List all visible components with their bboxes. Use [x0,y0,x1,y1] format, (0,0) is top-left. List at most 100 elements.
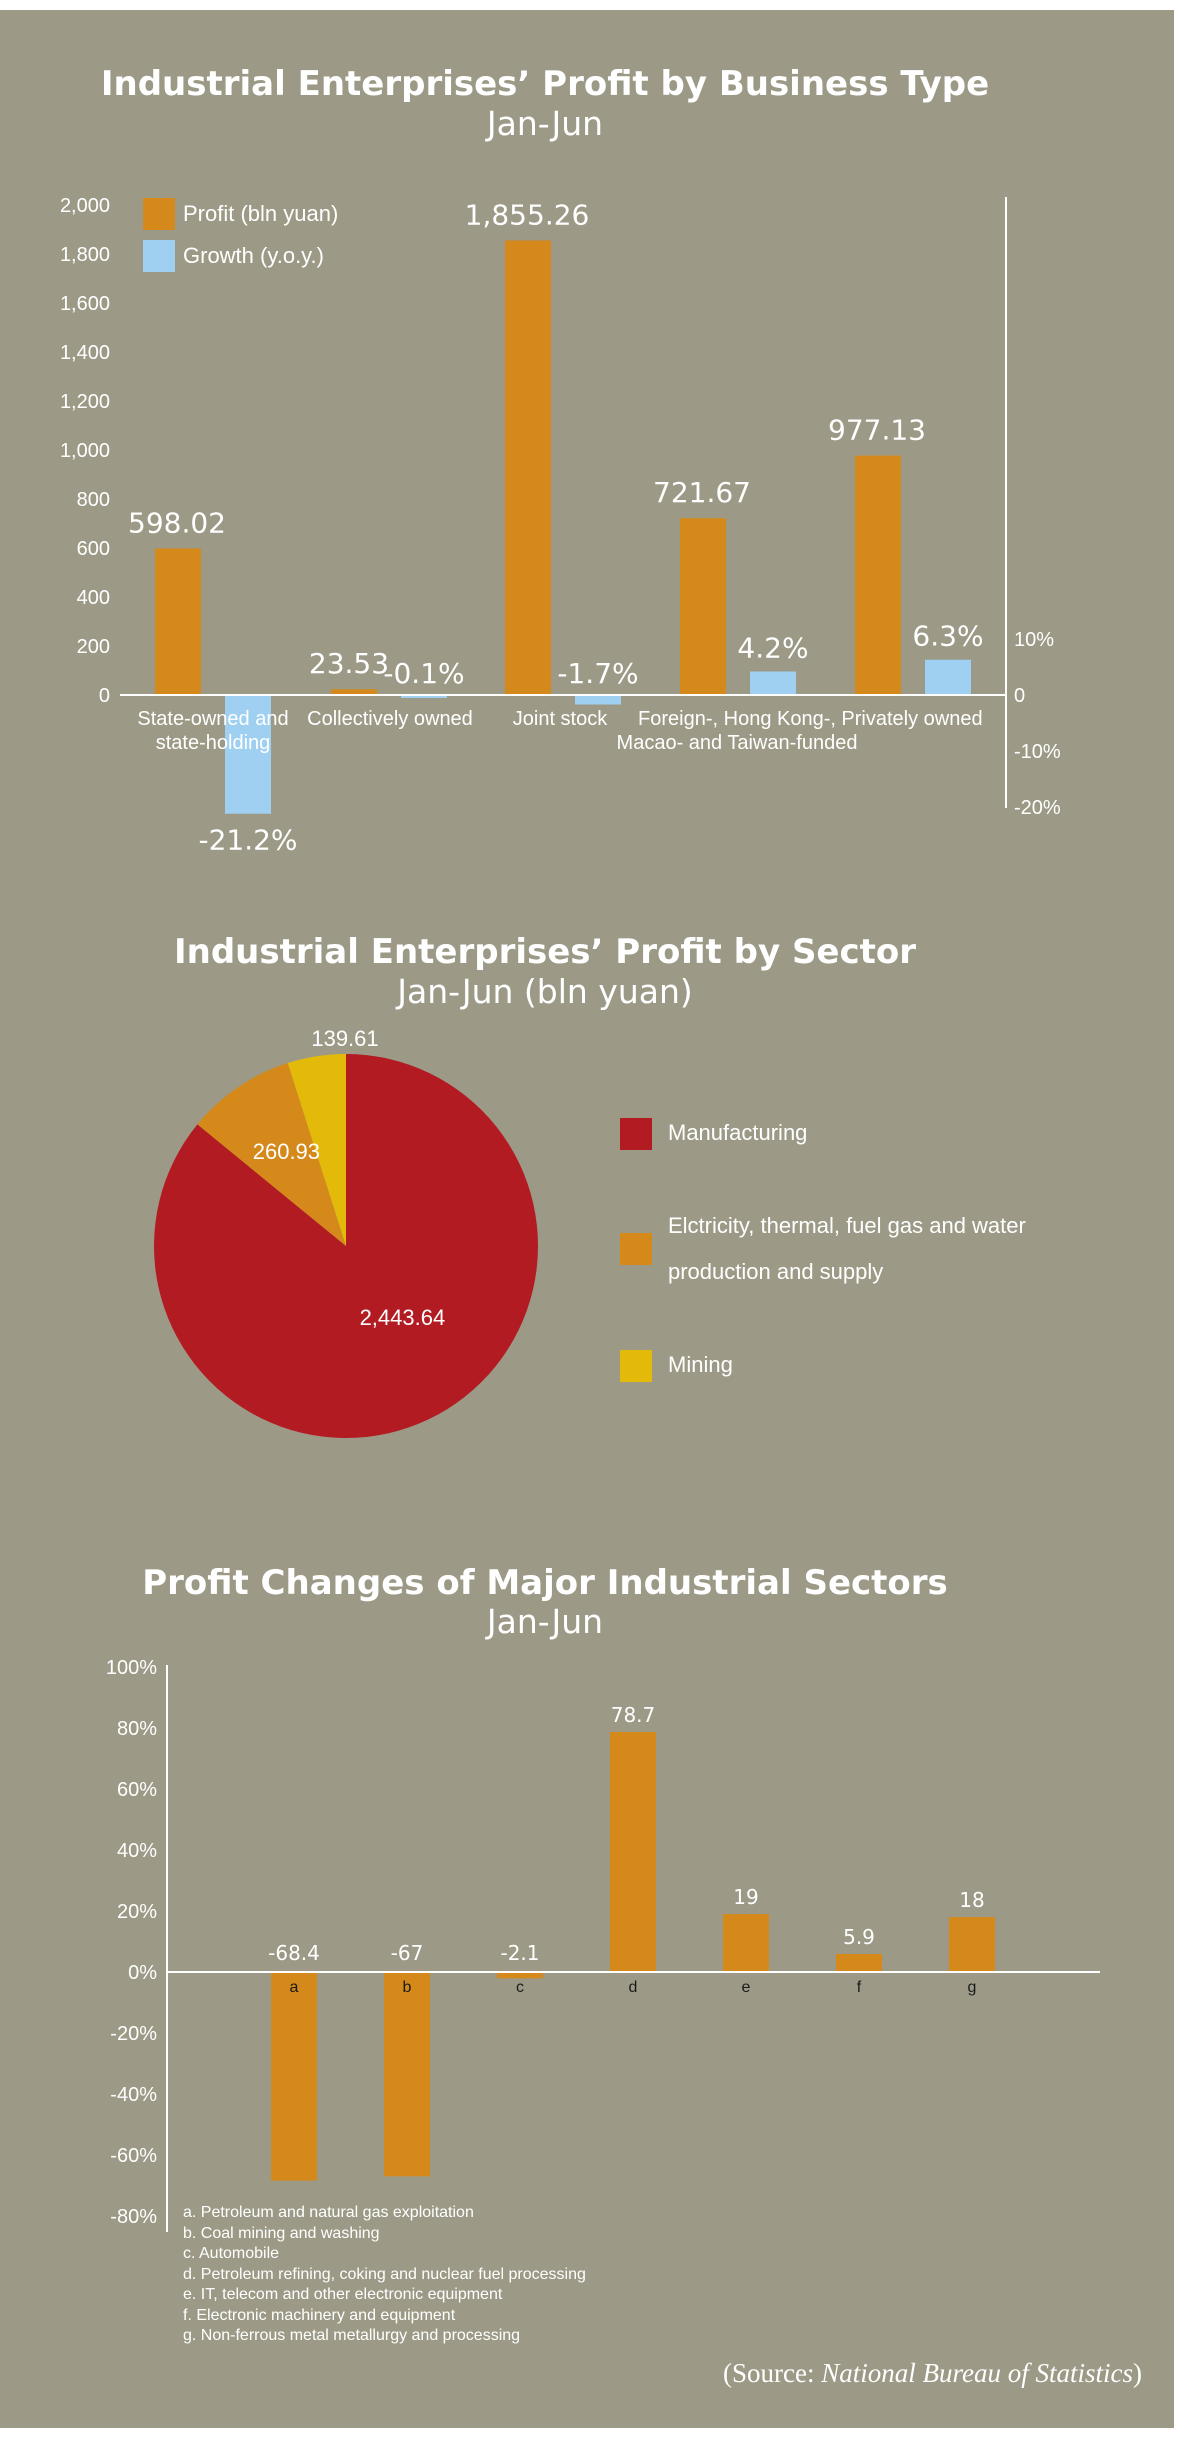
chart3-sector-changes: 100% 80% 60% 40% 20% 0% -20% -40% -60% -80% -68.4 a… [106,1657,1100,2232]
left-tick-label: 1,400 [60,342,110,364]
legend-mining-label: Mining [668,1352,733,1377]
sector-value-label: -67 [391,1941,424,1965]
note-g: g. Non-ferrous metal metallurgy and proc… [183,2327,521,2344]
growth-value-label: -1.7% [557,657,638,690]
legend-profit-label: Profit (bln yuan) [183,201,339,226]
sector-bar [271,1972,317,2181]
sector-value-label: 78.7 [611,1703,656,1727]
y-tick-label: 60% [117,1779,157,1801]
growth-bar [575,695,621,705]
growth-value-label: 6.3% [912,620,983,653]
legend-manufacturing-label: Manufacturing [668,1120,808,1145]
sector-notes: a. Petroleum and natural gas exploitatio… [183,2203,586,2347]
right-tick-label: 10% [1014,629,1054,651]
y-tick-label: -60% [110,2145,157,2167]
right-tick-label: -20% [1014,797,1061,819]
left-tick-label: 600 [77,538,110,560]
sector-category-label: e [742,1979,751,1996]
category-label: state-holding [156,732,271,754]
sector-bar [949,1917,995,1972]
note-f: f. Electronic machinery and equipment [183,2306,456,2324]
note-e: e. IT, telecom and other electronic equi… [183,2286,503,2303]
source-credit: (Source: National Bureau of Statistics) [723,2358,1142,2389]
sector-value-label: -68.4 [268,1941,320,1965]
left-tick-label: 1,800 [60,244,110,266]
category-label: Collectively owned [307,708,473,730]
category-label: Macao- and Taiwan-funded [617,732,858,754]
legend-growth-swatch [143,240,175,272]
legend-electricity-swatch [620,1233,652,1265]
pie-label: 2,443.64 [360,1305,446,1330]
chart1-subtitle: Jan-Jun [486,104,604,143]
right-tick-label: -10% [1014,741,1061,763]
source-suffix: ) [1133,2358,1142,2388]
sector-category-label: g [968,1979,977,1996]
left-tick-label: 2,000 [60,195,110,217]
sector-value-label: 18 [959,1888,984,1912]
profit-value-label: 598.02 [128,506,226,539]
category-label: Privately owned [841,708,982,730]
chart2-subtitle: Jan-Jun (bln yuan) [397,972,693,1011]
sector-bar [384,1972,430,2177]
chart3-title: Profit Changes of Major Industrial Secto… [142,1563,948,1603]
legend-mining-swatch [620,1350,652,1382]
y-tick-label: 20% [117,1901,157,1923]
sector-category-label: f [857,1979,862,1996]
chart1-title: Industrial Enterprises’ Profit by Busine… [100,64,990,104]
left-tick-label: 0 [99,685,110,707]
note-b: b. Coal mining and washing [183,2224,380,2242]
sector-category-label: b [403,1979,412,1996]
sector-bar [836,1954,882,1972]
sector-category-label: c [516,1979,524,1996]
legend-profit-swatch [143,198,175,230]
note-d: d. Petroleum refining, coking and nuclea… [183,2265,586,2283]
source-name: National Bureau of Statistics [821,2358,1133,2388]
y-tick-label: 80% [117,1718,157,1740]
growth-bar [925,659,971,695]
chart1-business-type: 2,000 1,800 1,600 1,400 1,200 1,000 800 600 400 2… [60,195,1061,857]
y-tick-label: 100% [106,1657,157,1679]
left-tick-label: 200 [77,636,110,658]
profit-bar [155,548,201,695]
sector-value-label: -2.1 [500,1941,539,1965]
note-a: a. Petroleum and natural gas exploitatio… [183,2204,474,2221]
left-tick-label: 1,200 [60,391,110,413]
sector-category-label: d [629,1979,638,1996]
category-label: Joint stock [513,708,608,730]
profit-value-label: 23.53 [309,647,389,680]
pie-slice [287,1054,346,1246]
growth-bar [401,695,447,698]
left-tick-label: 400 [77,587,110,609]
pie-label: 139.61 [311,1026,378,1051]
legend-growth-label: Growth (y.o.y.) [183,243,324,268]
chart2-sector-pie: 2,443.64 260.93 139.61 [153,1026,538,1438]
profit-value-label: 721.67 [653,476,751,509]
chart3-subtitle: Jan-Jun [486,1602,604,1641]
profit-value-label: 1,855.26 [465,198,590,231]
y-tick-label: -80% [110,2206,157,2228]
sector-value-label: 19 [733,1885,758,1909]
profit-value-label: 977.13 [828,414,926,447]
left-tick-label: 800 [77,489,110,511]
sector-bar [723,1914,769,1972]
legend-electricity-label: Elctricity, thermal, fuel gas and water … [668,1213,1026,1284]
growth-bar [225,695,271,814]
y-tick-label: 0% [128,1962,157,1984]
note-c: c. Automobile [183,2245,280,2262]
chart2-title: Industrial Enterprises’ Profit by Sector [173,932,917,972]
sector-value-label: 5.9 [843,1925,875,1949]
profit-bar [331,689,377,695]
sector-bar [610,1731,656,1972]
right-tick-label: 0 [1014,685,1025,707]
sector-category-label: a [290,1979,299,1996]
pie-slice [197,1063,346,1246]
left-tick-label: 1,600 [60,293,110,315]
y-tick-label: -40% [110,2084,157,2106]
growth-bar [750,671,796,695]
y-tick-label: -20% [110,2023,157,2045]
legend-manufacturing-swatch [620,1118,652,1150]
sector-bar [497,1972,543,1979]
growth-value-label: -0.1% [383,657,464,690]
profit-bar [680,518,726,695]
category-label: Foreign-, Hong Kong-, [638,708,836,730]
